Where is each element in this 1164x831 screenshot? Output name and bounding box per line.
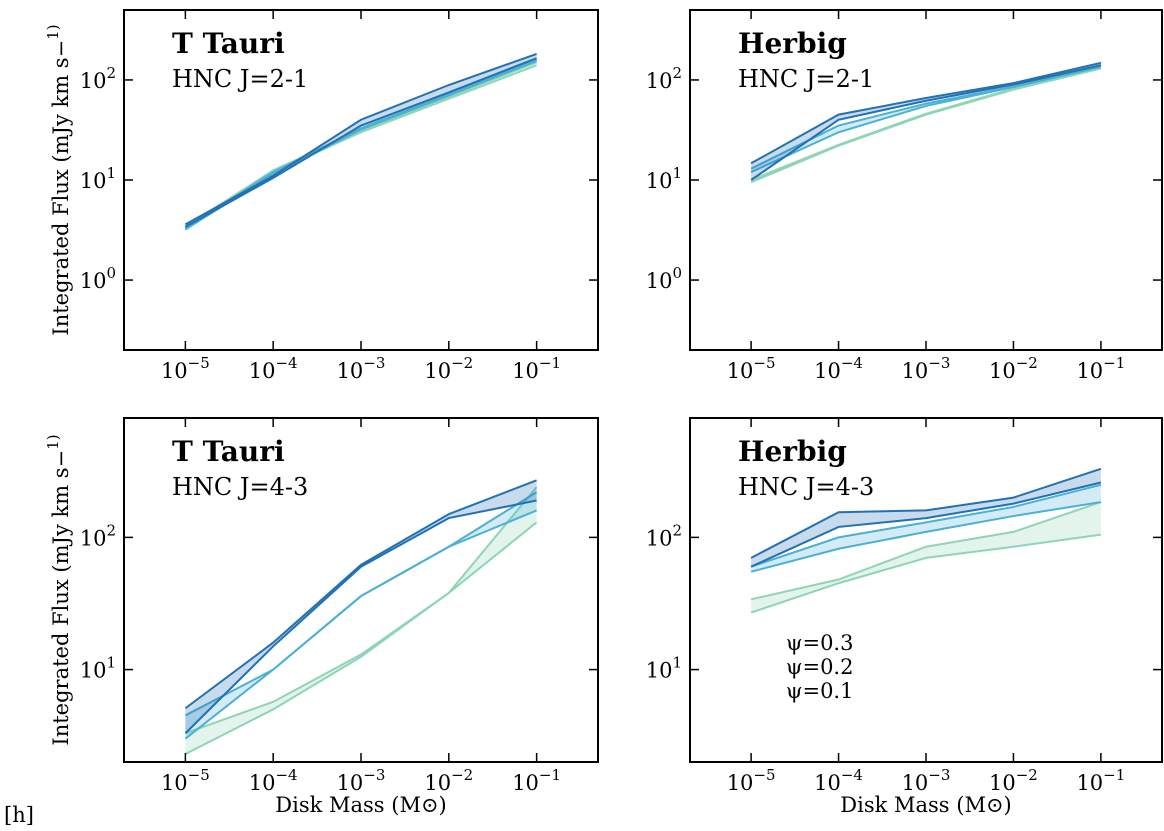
x-tick-label: 10−4 [814,766,863,795]
x-tick-label: 10−3 [337,354,386,383]
line [750,483,1102,568]
y-tick-label: 102 [80,521,116,550]
panel-title: T Tauri [172,435,285,468]
plot-area [750,61,1102,184]
line [185,486,538,735]
legend-label: ψ=0.3 [786,631,853,655]
line [750,481,1102,568]
x-tick-label: 10−3 [902,354,951,383]
panel-title: Herbig [738,27,847,60]
x-tick-label: 10−3 [902,766,951,795]
y-axis-label: Integrated Flux (mJy km s−1) [44,24,73,335]
line [184,58,537,230]
line [184,499,537,734]
y-tick-label: 101 [646,654,682,683]
line [750,65,1102,181]
x-tick-label: 10−2 [989,354,1038,383]
panel-subtitle: HNC J=2-1 [172,65,308,93]
y-axis-label: Integrated Flux (mJy km s−1) [44,434,73,745]
x-tick-label: 10−1 [1076,354,1125,383]
line [184,52,537,226]
y-tick-label: 100 [646,264,682,293]
y-tick-label: 102 [646,64,682,93]
plot-area [750,467,1102,614]
x-tick-label: 10−2 [989,766,1038,795]
line [750,501,1102,601]
line [750,64,1102,181]
y-tick-label: 101 [646,164,682,193]
panel-title: T Tauri [172,27,285,60]
plot-area [184,479,538,755]
line [184,521,538,755]
x-tick-label: 10−5 [161,354,210,383]
line [750,467,1102,559]
x-axis-label: Disk Mass (M⊙) [275,793,446,817]
plot-area [184,52,537,231]
caption: [h] [4,803,34,827]
y-tick-label: 101 [80,164,116,193]
x-axis-label: Disk Mass (M⊙) [840,793,1011,817]
y-tick-label: 102 [646,521,682,550]
line [184,479,537,710]
band [185,487,537,754]
line [184,57,537,228]
x-tick-label: 10−1 [1076,766,1125,795]
line [750,61,1102,165]
y-tick-label: 101 [80,654,116,683]
band [185,492,537,739]
x-tick-label: 10−4 [814,354,863,383]
x-tick-label: 10−1 [512,354,561,383]
line [184,509,538,740]
panel-title: Herbig [738,435,847,468]
panel-subtitle: HNC J=4-3 [738,473,874,501]
x-tick-label: 10−3 [337,766,386,795]
x-tick-label: 10−4 [249,766,298,795]
x-tick-label: 10−5 [727,766,776,795]
panel-subtitle: HNC J=4-3 [172,473,308,501]
x-tick-label: 10−2 [424,766,473,795]
y-tick-label: 102 [80,64,116,93]
line [184,491,538,717]
x-tick-label: 10−1 [512,766,561,795]
line [750,501,1102,573]
band [185,480,537,734]
frame [689,9,1163,351]
line [184,61,537,228]
x-tick-label: 10−5 [727,354,776,383]
frame [689,417,1163,763]
x-tick-label: 10−5 [161,766,210,795]
x-tick-label: 10−4 [249,354,298,383]
panel-subtitle: HNC J=2-1 [738,65,874,93]
legend-label: ψ=0.2 [786,655,853,679]
line [750,533,1102,614]
y-tick-label: 100 [80,264,116,293]
band [751,484,1101,572]
legend-label: ψ=0.1 [786,679,853,703]
x-tick-label: 10−2 [424,354,473,383]
